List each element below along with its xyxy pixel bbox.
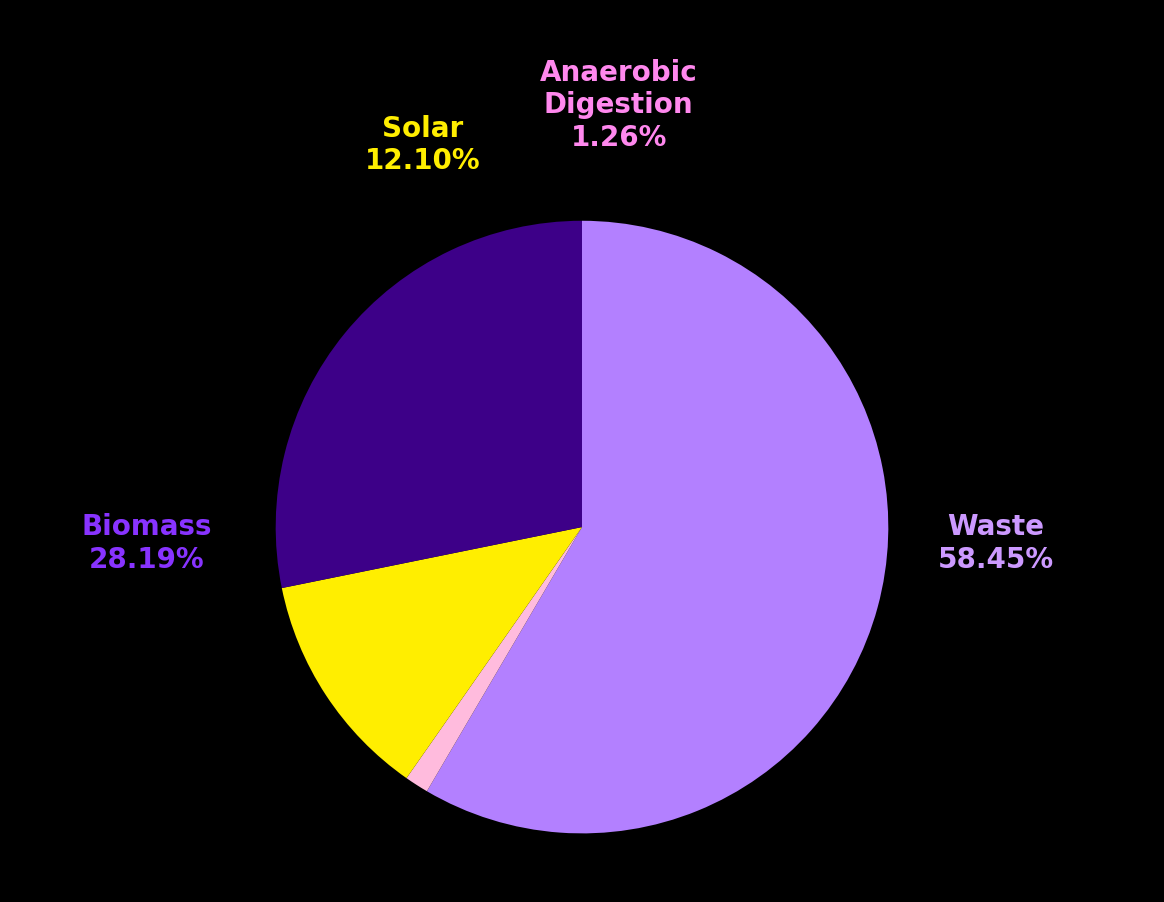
- Text: Anaerobic
Digestion
1.26%: Anaerobic Digestion 1.26%: [540, 59, 697, 152]
- Wedge shape: [427, 222, 888, 833]
- Text: Waste
58.45%: Waste 58.45%: [937, 512, 1053, 573]
- Wedge shape: [406, 528, 582, 791]
- Wedge shape: [282, 528, 582, 778]
- Text: Solar
12.10%: Solar 12.10%: [364, 115, 481, 175]
- Wedge shape: [276, 222, 582, 588]
- Text: Biomass
28.19%: Biomass 28.19%: [81, 512, 212, 573]
